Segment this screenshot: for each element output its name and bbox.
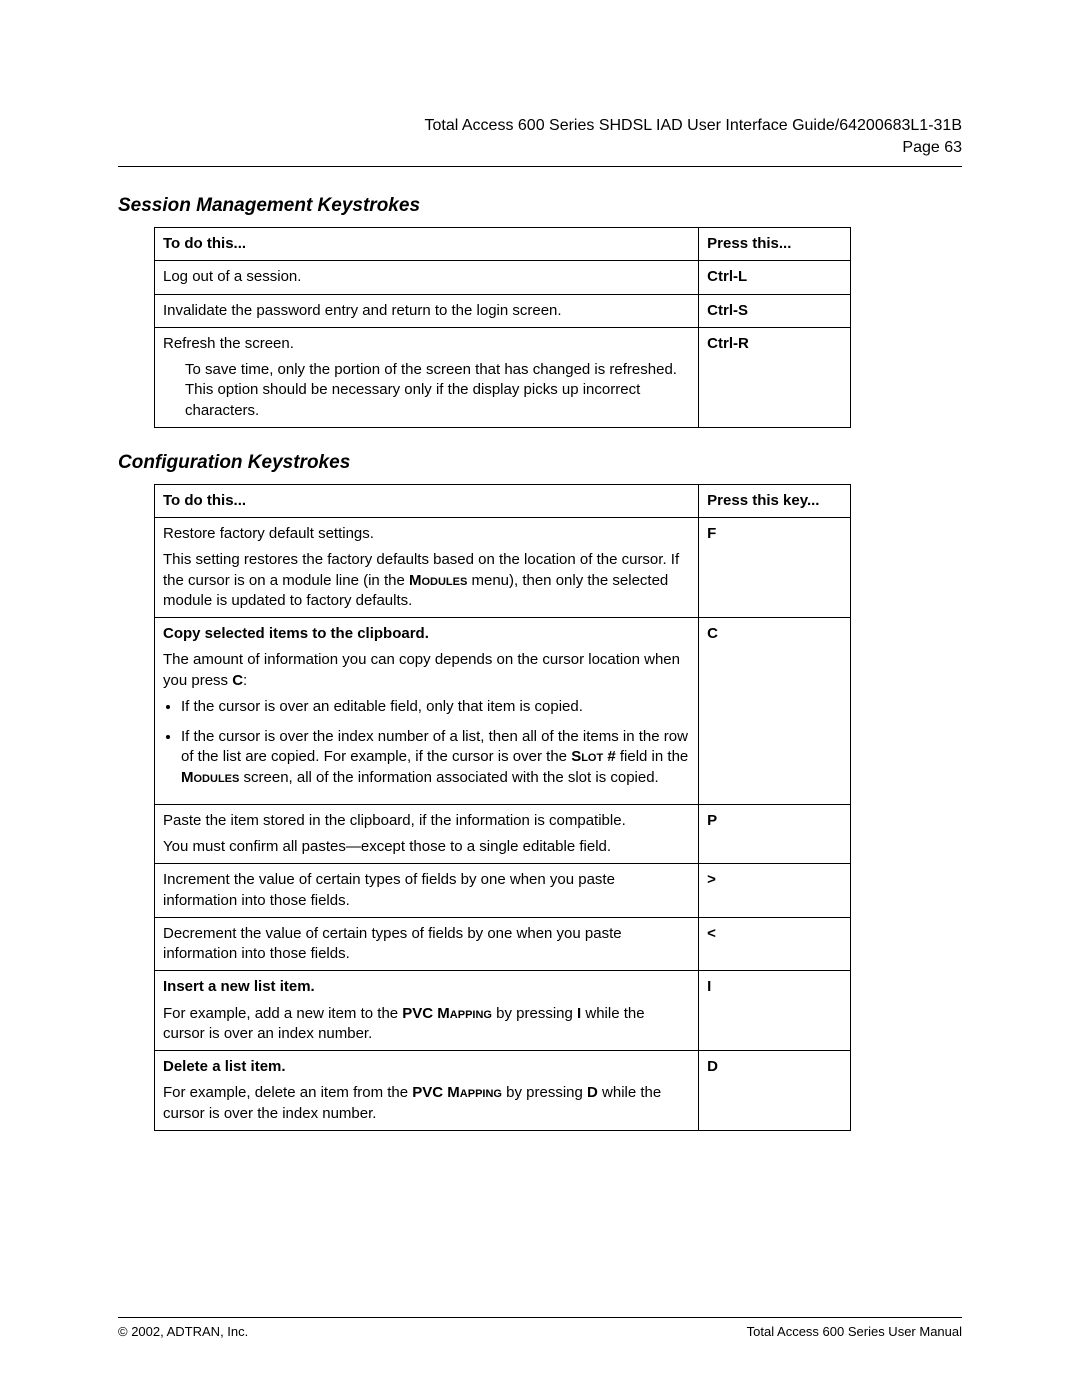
row-detail: This setting restores the factory defaul… [163,550,690,611]
footer-right: Total Access 600 Series User Manual [747,1324,962,1339]
row-title: Delete a list item. [163,1058,286,1075]
cell-action: Copy selected items to the clipboard. Th… [155,618,699,805]
header-rule [118,166,962,167]
col-header-action: To do this... [155,228,699,261]
bullet-list: If the cursor is over an editable field,… [163,697,690,788]
cell-action: Insert a new list item. For example, add… [155,971,699,1051]
session-keystrokes-table: To do this... Press this... Log out of a… [154,227,851,428]
page-header: Total Access 600 Series SHDSL IAD User I… [118,115,962,158]
row-title: Refresh the screen. [163,335,294,352]
row-title: Insert a new list item. [163,978,315,995]
row-detail: To save time, only the portion of the sc… [185,360,690,421]
table-row: Copy selected items to the clipboard. Th… [155,618,851,805]
cell-action: Refresh the screen. To save time, only t… [155,327,699,427]
config-keystrokes-table: To do this... Press this key... Restore … [154,484,851,1131]
cell-action: Log out of a session. [155,261,699,294]
cell-action: Paste the item stored in the clipboard, … [155,804,699,864]
cell-key: Ctrl-L [699,261,851,294]
table-row: Decrement the value of certain types of … [155,917,851,971]
page: Total Access 600 Series SHDSL IAD User I… [0,0,1080,1215]
table-row: Invalidate the password entry and return… [155,294,851,327]
col-header-key: Press this key... [699,484,851,517]
row-detail: You must confirm all pastes—except those… [163,837,690,857]
cell-action: Delete a list item. For example, delete … [155,1051,699,1131]
page-number: Page 63 [118,137,962,159]
cell-key: < [699,917,851,971]
doc-title: Total Access 600 Series SHDSL IAD User I… [118,115,962,137]
table-row: Log out of a session. Ctrl-L [155,261,851,294]
section-title-config: Configuration Keystrokes [118,452,962,474]
cell-action: Restore factory default settings. This s… [155,518,699,618]
cell-key: Ctrl-R [699,327,851,427]
cell-action: Decrement the value of certain types of … [155,917,699,971]
table-row: Restore factory default settings. This s… [155,518,851,618]
table-row: Paste the item stored in the clipboard, … [155,804,851,864]
pvc-mapping-text: PVC Mapping [412,1084,502,1101]
row-detail: The amount of information you can copy d… [163,650,690,691]
list-item: If the cursor is over an editable field,… [181,697,690,717]
col-header-action: To do this... [155,484,699,517]
cell-key: Ctrl-S [699,294,851,327]
key-d: D [587,1084,598,1101]
row-detail: For example, delete an item from the PVC… [163,1083,690,1124]
col-header-key: Press this... [699,228,851,261]
footer-rule [118,1317,962,1318]
cell-key: C [699,618,851,805]
cell-action: Invalidate the password entry and return… [155,294,699,327]
cell-key: D [699,1051,851,1131]
table-row: Delete a list item. For example, delete … [155,1051,851,1131]
pvc-mapping-text: PVC Mapping [402,1005,492,1022]
table-row: Insert a new list item. For example, add… [155,971,851,1051]
page-footer: © 2002, ADTRAN, Inc. Total Access 600 Se… [118,1317,962,1339]
row-detail: For example, add a new item to the PVC M… [163,1004,690,1045]
cell-key: I [699,971,851,1051]
table-row: Increment the value of certain types of … [155,864,851,918]
key-c: C [232,672,243,689]
list-item: If the cursor is over the index number o… [181,727,690,788]
cell-key: > [699,864,851,918]
cell-action: Increment the value of certain types of … [155,864,699,918]
row-title: Paste the item stored in the clipboard, … [163,812,626,829]
section-title-session: Session Management Keystrokes [118,195,962,217]
slot-text: Slot # [571,748,616,765]
row-title: Copy selected items to the clipboard. [163,625,429,642]
modules-text: Modules [409,572,467,589]
table-row: Refresh the screen. To save time, only t… [155,327,851,427]
modules-text: Modules [181,769,239,786]
row-title: Restore factory default settings. [163,525,374,542]
footer-left: © 2002, ADTRAN, Inc. [118,1324,248,1339]
cell-key: P [699,804,851,864]
cell-key: F [699,518,851,618]
